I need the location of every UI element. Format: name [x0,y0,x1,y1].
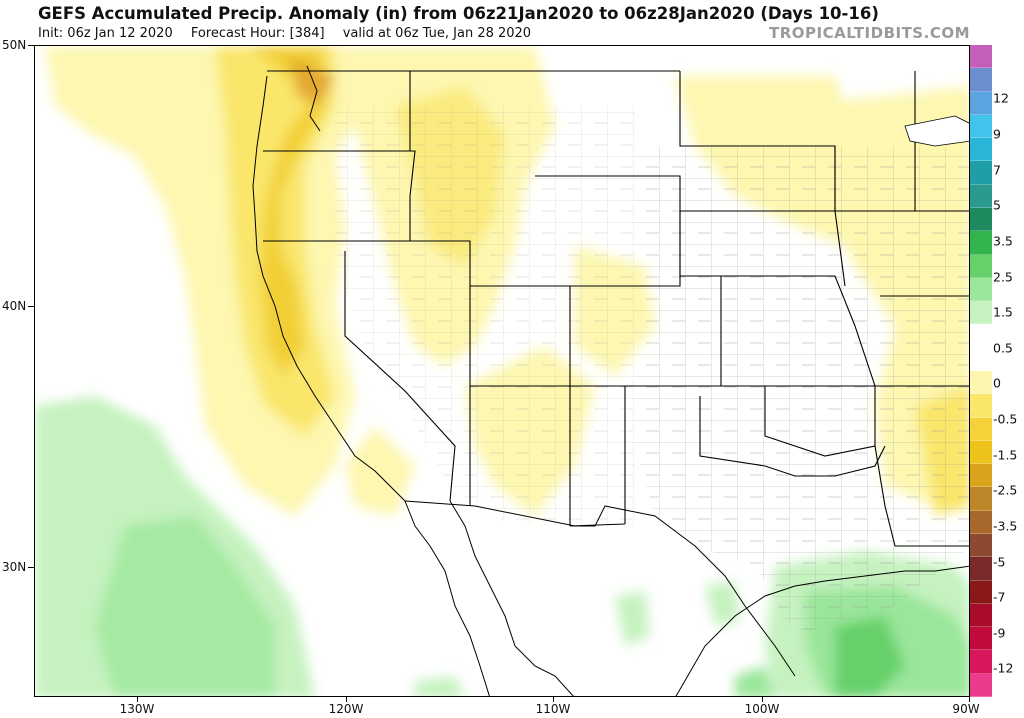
colorbar-cell [970,208,992,232]
us-mexico-border [404,500,796,677]
colorbar-label: 7 [993,162,1001,178]
lat-tick [28,567,34,568]
colorbar-cell [970,580,992,604]
state-boundaries [263,70,969,547]
lon-label-110w: 110W [535,702,571,716]
colorbar-cell [970,231,992,255]
colorbar-cell [970,161,992,185]
lon-tick [762,697,763,702]
colorbar-cell [970,277,992,302]
lon-label-90w: 90W [952,702,980,716]
colorbar-label: 1.5 [993,304,1013,320]
valid-time: valid at 06z Tue, Jan 28 2020 [342,26,532,41]
lon-label-130w: 130W [119,702,155,716]
lon-tick [553,697,554,702]
colorbar-label: 5 [993,197,1001,213]
map-canvas [35,46,969,696]
colorbar-label: 3.5 [993,233,1013,249]
init-time: Init: 06z Jan 12 2020 [38,26,173,41]
colorbar-label: 12 [993,90,1009,106]
colorbar-cell [970,510,992,534]
map-subtitle: Init: 06z Jan 12 2020 Forecast Hour: [38… [38,26,545,41]
colorbar-cell [970,417,992,441]
colorbar-cell [970,464,992,488]
colorbar-label: -9 [993,625,1006,641]
colorbar-cell [970,254,992,278]
colorbar-cell [970,91,992,115]
colorbar-label: 0 [993,375,1001,391]
colorbar-cell [970,45,992,69]
colorbar-cell [970,324,992,348]
colorbar-label: -2.5 [993,482,1018,498]
colorbar-cell [970,627,992,651]
lon-label-100w: 100W [744,702,780,716]
colorbar-cell [970,650,992,674]
colorbar-label: -7 [993,589,1006,605]
precip-anomaly-map [34,45,970,697]
county-grid [635,146,969,636]
colorbar-cell [970,138,992,162]
colorbar-label: -0.5 [993,411,1018,427]
lat-label-30n: 30N [2,560,27,574]
colorbar-label: 2.5 [993,269,1013,285]
colorbar-cell [970,184,992,208]
colorbar-cell [970,557,992,581]
colorbar [970,45,992,697]
colorbar-cell [970,440,992,465]
lon-tick [137,697,138,702]
lat-label-40n: 40N [2,299,27,313]
lon-tick [969,697,970,702]
colorbar-cell [970,673,992,697]
colorbar-cell [970,371,992,395]
lat-tick [28,306,34,307]
colorbar-cell [970,394,992,418]
colorbar-label: -3.5 [993,518,1018,534]
colorbar-label: 0.5 [993,340,1013,356]
colorbar-label: -12 [993,660,1014,676]
lat-label-50n: 50N [2,38,27,52]
colorbar-cell [970,68,992,92]
brand-watermark: TROPICALTIDBITS.COM [769,24,970,42]
colorbar-cell [970,347,992,371]
coastline [252,65,969,696]
map-title: GEFS Accumulated Precip. Anomaly (in) fr… [38,4,879,23]
colorbar-cell [970,487,992,511]
colorbar-cell [970,301,992,325]
colorbar-label: -1.5 [993,447,1018,463]
forecast-hour: Forecast Hour: [384] [190,26,325,41]
colorbar-label: 9 [993,126,1001,142]
colorbar-cell [970,534,992,558]
lon-label-120w: 120W [328,702,364,716]
lon-tick [346,697,347,702]
colorbar-label: -5 [993,554,1006,570]
colorbar-cell [970,114,992,139]
lat-tick [28,45,34,46]
colorbar-cell [970,603,992,628]
lake-superior [904,115,969,147]
